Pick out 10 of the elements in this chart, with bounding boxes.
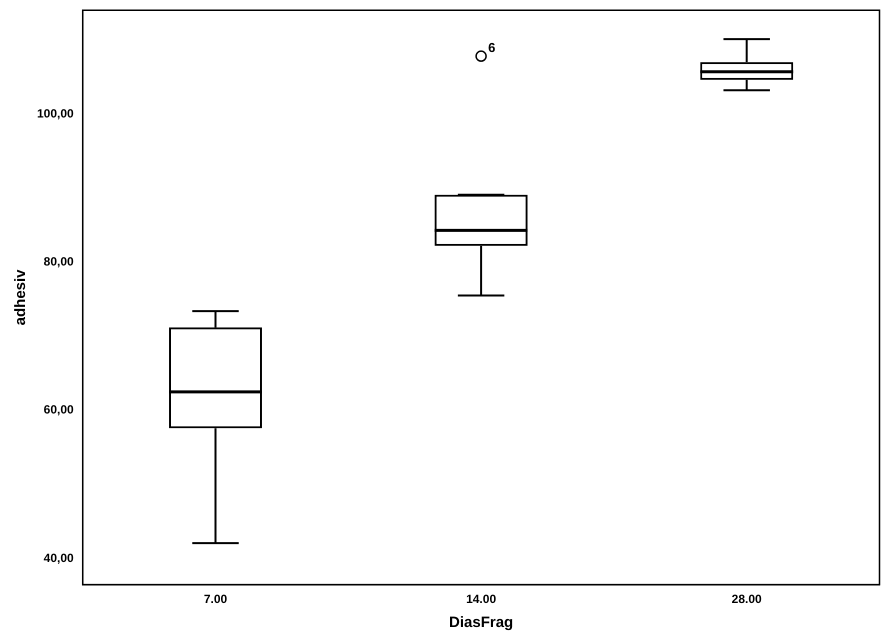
x-tick-label: 7.00 <box>204 592 228 606</box>
x-tick-label: 28.00 <box>732 592 762 606</box>
annotation: 6 <box>488 40 496 56</box>
y-tick-label: 100,00 <box>37 106 74 120</box>
y-tick-label: 60,00 <box>44 402 74 417</box>
y-axis-title: adhesiv <box>12 268 30 326</box>
y-tick-label: 80,00 <box>44 254 74 269</box>
x-axis-title: DiasFrag <box>449 614 514 632</box>
x-tick-label: 14.00 <box>466 592 496 606</box>
y-tick-label: 40,00 <box>44 550 74 565</box>
